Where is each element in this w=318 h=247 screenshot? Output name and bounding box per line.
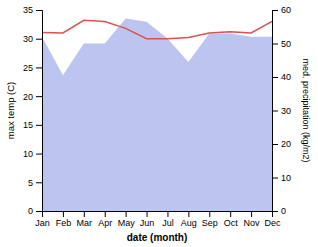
y-axis: 0 5 10 15 20 25 30 35 [23, 5, 43, 216]
x-tick-label: Jan [35, 218, 50, 228]
y2-tick: 60 [272, 5, 291, 15]
x-tick: Jul [162, 211, 174, 228]
y-tick-label: 35 [23, 5, 33, 15]
y2-tick-mark [272, 111, 278, 112]
x-tick-label: Mar [77, 218, 93, 228]
y2-axis: 0 10 20 30 40 50 60 [272, 5, 291, 216]
y-tick-label: 30 [23, 34, 33, 44]
y2-tick-label: 40 [281, 72, 291, 82]
y-tick-label: 15 [23, 120, 33, 130]
y2-tick: 40 [272, 72, 291, 82]
y2-tick-label: 60 [281, 5, 291, 15]
x-tick-label: Oct [224, 218, 239, 228]
temperature-line [42, 20, 272, 38]
x-tick-mark [147, 211, 148, 217]
x-tick-mark [105, 211, 106, 217]
y-tick-label: 20 [23, 92, 33, 102]
precipitation-area [42, 18, 272, 211]
y-tick-label: 10 [23, 149, 33, 159]
x-axis-title: date (month) [127, 232, 188, 243]
y2-tick-mark [272, 10, 278, 11]
y2-tick-label: 0 [281, 206, 286, 216]
y-tick: 30 [23, 34, 42, 44]
y2-tick-mark [272, 77, 278, 78]
y-tick: 0 [28, 206, 42, 216]
x-tick-label: Sep [202, 218, 218, 228]
x-tick: Oct [224, 211, 239, 228]
x-tick: Dec [264, 211, 281, 228]
y-tick-label: 5 [28, 178, 33, 188]
y2-tick: 30 [272, 106, 291, 116]
y2-tick: 0 [272, 206, 286, 216]
y2-tick: 20 [272, 139, 291, 149]
x-tick-mark [63, 211, 64, 217]
y-tick: 10 [23, 149, 42, 159]
x-axis: Jan Feb Mar Apr May Jun Jul Aug Sep Oct NovDec [35, 211, 281, 228]
x-tick-mark [188, 211, 189, 217]
y-tick-mark [36, 96, 42, 97]
y2-tick-label: 20 [281, 139, 291, 149]
x-tick-label: Dec [264, 218, 281, 228]
y-axis-title: max temp (C) [5, 82, 16, 140]
y-tick: 25 [23, 63, 42, 73]
y-tick-label: 25 [23, 63, 33, 73]
x-tick-mark [126, 211, 127, 217]
x-tick-mark [251, 211, 252, 217]
y-tick: 20 [23, 92, 42, 102]
y-tick-mark [36, 211, 42, 212]
y2-tick-mark [272, 178, 278, 179]
x-tick-label: Nov [244, 218, 261, 228]
x-tick-label: Feb [56, 218, 72, 228]
x-tick: Sep [202, 211, 218, 228]
chart: JanFebMarAprMayJunJulAugSepOctNovDec0510… [0, 0, 318, 247]
x-tick-label: Apr [98, 218, 112, 228]
axis-line [36, 11, 43, 212]
y-tick-label: 0 [28, 206, 33, 216]
y-tick-mark [36, 67, 42, 68]
y-tick-mark [36, 39, 42, 40]
y-tick-mark [36, 154, 42, 155]
y2-tick: 10 [272, 173, 291, 183]
x-tick-label: May [118, 218, 136, 228]
y-tick-mark [36, 125, 42, 126]
plot-area [42, 18, 272, 211]
x-tick: Apr [98, 211, 112, 228]
x-tick-mark [84, 211, 85, 217]
y2-tick: 50 [272, 39, 291, 49]
x-tick: Aug [181, 211, 197, 228]
y-tick-mark [36, 10, 42, 11]
y2-tick-mark [272, 144, 278, 145]
x-tick-label: Jul [162, 218, 174, 228]
x-tick-mark [167, 211, 168, 217]
y-tick: 35 [23, 5, 42, 15]
y2-tick-mark [272, 44, 278, 45]
x-tick: May [118, 211, 136, 228]
x-tick: Jun [140, 211, 155, 228]
y-tick-mark [36, 182, 42, 183]
y2-tick-label: 50 [281, 39, 291, 49]
axis-line [43, 212, 273, 218]
x-tick: Jan [35, 211, 50, 228]
y2-tick-label: 10 [281, 173, 291, 183]
x-tick: Feb [56, 211, 72, 228]
y2-axis-title: med. precipitation (kg/m2) [301, 58, 311, 162]
y-tick: 15 [23, 120, 42, 130]
x-tick-label: Jun [140, 218, 155, 228]
x-tick: Nov [244, 211, 261, 228]
axis-line [273, 11, 279, 212]
x-tick-label: Aug [181, 218, 197, 228]
y2-tick-mark [272, 211, 278, 212]
x-tick-mark [209, 211, 210, 217]
y-tick: 5 [28, 178, 42, 188]
x-tick: Mar [77, 211, 93, 228]
x-tick-mark [230, 211, 231, 217]
y2-tick-label: 30 [281, 106, 291, 116]
